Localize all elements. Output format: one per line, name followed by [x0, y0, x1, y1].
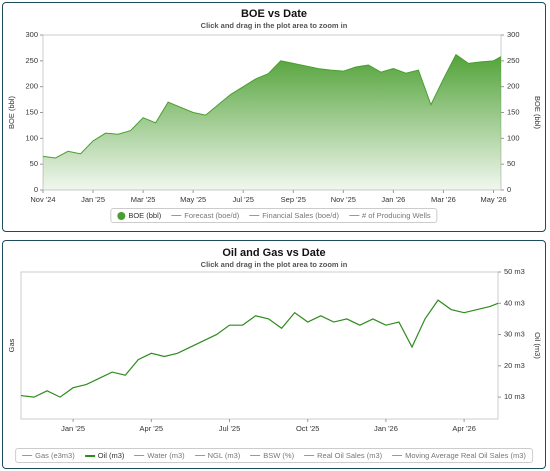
y2-tick-label: 20 m3 — [504, 361, 525, 370]
x-tick-label: Sep '25 — [281, 195, 306, 204]
legend-item[interactable]: Moving Average Real Oil Sales (m3) — [392, 451, 526, 460]
legend-swatch — [349, 215, 360, 216]
legend-swatch — [22, 455, 33, 456]
legend-item[interactable]: BOE (bbl) — [117, 211, 161, 220]
x-tick-label: Jul '25 — [232, 195, 253, 204]
chart-subtitle: Click and drag in the plot area to zoom … — [201, 260, 348, 269]
legend-label: Gas (e3m3) — [35, 451, 75, 460]
legend-label: Oil (m3) — [97, 451, 125, 460]
legend-label: BOE (bbl) — [128, 211, 162, 220]
x-tick-label: May '26 — [480, 195, 506, 204]
y2-tick-label: 200 — [507, 82, 520, 91]
y-tick-label: 150 — [25, 107, 38, 116]
legend-label: Financial Sales (boe/d) — [262, 211, 340, 220]
x-tick-label: Jan '26 — [381, 195, 405, 204]
legend-label: BSW (%) — [263, 451, 295, 460]
x-tick-label: Nov '25 — [331, 195, 356, 204]
y2-tick-label: 0 — [507, 185, 511, 194]
x-tick-label: Oct '25 — [296, 424, 320, 433]
y-tick-label: 0 — [34, 185, 38, 194]
legend-item[interactable]: Gas (e3m3) — [22, 451, 75, 460]
x-tick-label: May '25 — [180, 195, 206, 204]
y2-tick-label: 250 — [507, 56, 520, 65]
y-tick-label: 200 — [25, 82, 38, 91]
x-tick-label: Mar '26 — [431, 195, 456, 204]
legend-item[interactable]: Oil (m3) — [84, 451, 125, 460]
legend-swatch — [304, 455, 315, 456]
y2-tick-label: 10 m3 — [504, 392, 525, 401]
x-tick-label: Nov '24 — [30, 195, 55, 204]
y2-tick-label: 50 m3 — [504, 267, 525, 276]
x-tick-label: Apr '25 — [140, 424, 164, 433]
legend-item[interactable]: Financial Sales (boe/d) — [249, 211, 339, 220]
y2-tick-label: 100 — [507, 133, 520, 142]
legend-swatch — [134, 455, 145, 456]
legend-label: NGL (m3) — [207, 451, 241, 460]
chart-title: BOE vs Date — [241, 8, 307, 20]
y-tick-label: 50 — [30, 159, 38, 168]
x-tick-label: Jan '25 — [61, 424, 85, 433]
y2-tick-label: 40 m3 — [504, 298, 525, 307]
area — [43, 54, 501, 191]
x-tick-label: Jul '25 — [219, 424, 240, 433]
x-tick-label: Jan '26 — [374, 424, 398, 433]
x-tick-label: Mar '25 — [131, 195, 156, 204]
line — [20, 299, 499, 398]
y-tick-label: 300 — [25, 30, 38, 39]
y2-axis-title: Oil (m3) — [533, 332, 542, 359]
legend-swatch — [117, 211, 126, 220]
y2-tick-label: 150 — [507, 107, 520, 116]
legend-item[interactable]: BSW (%) — [250, 451, 294, 460]
legend-label: Forecast (boe/d) — [184, 211, 240, 220]
legend: Gas (e3m3) Oil (m3) Water (m3) NGL (m3) BSW … — [15, 448, 533, 463]
legend-label: Water (m3) — [147, 451, 185, 460]
plot-area — [20, 271, 499, 420]
chart: Oil and Gas vs Date Click and drag in th… — [7, 247, 542, 433]
legend: BOE (bbl) Forecast (boe/d) Financial Sales… — [110, 208, 438, 223]
y-axis-title: BOE (bbl) — [7, 96, 16, 129]
legend-item[interactable]: Forecast (boe/d) — [171, 211, 239, 220]
oil-gas-panel: Oil and Gas vs Date Click and drag in th… — [2, 240, 546, 469]
legend-label: # of Producing Wells — [362, 211, 431, 220]
y2-tick-label: 50 — [507, 159, 515, 168]
area-line — [42, 53, 502, 159]
legend-swatch — [84, 454, 95, 457]
y-axis-title: Gas — [7, 338, 16, 352]
legend-item[interactable]: # of Producing Wells — [349, 211, 431, 220]
legend-item[interactable]: Water (m3) — [134, 451, 185, 460]
y2-axis-title: BOE (bbl) — [533, 96, 542, 129]
y2-tick-label: 30 m3 — [504, 330, 525, 339]
x-tick-label: Apr '26 — [452, 424, 476, 433]
boe-panel: BOE vs Date Click and drag in the plot a… — [2, 2, 546, 232]
y-tick-label: 250 — [25, 56, 38, 65]
legend-swatch — [194, 455, 205, 456]
legend-swatch — [171, 215, 182, 216]
y2-tick-label: 300 — [507, 30, 520, 39]
legend-swatch — [392, 455, 403, 456]
y-tick-label: 100 — [25, 133, 38, 142]
chart-title: Oil and Gas vs Date — [222, 247, 325, 259]
legend-swatch — [249, 215, 260, 216]
legend-label: Real Oil Sales (m3) — [317, 451, 383, 460]
legend-swatch — [250, 455, 261, 456]
legend-item[interactable]: NGL (m3) — [194, 451, 241, 460]
chart: BOE vs Date Click and drag in the plot a… — [7, 8, 542, 204]
x-tick-label: Jan '25 — [81, 195, 105, 204]
legend-item[interactable]: Real Oil Sales (m3) — [304, 451, 382, 460]
chart-subtitle: Click and drag in the plot area to zoom … — [201, 21, 348, 30]
legend-label: Moving Average Real Oil Sales (m3) — [405, 451, 526, 460]
